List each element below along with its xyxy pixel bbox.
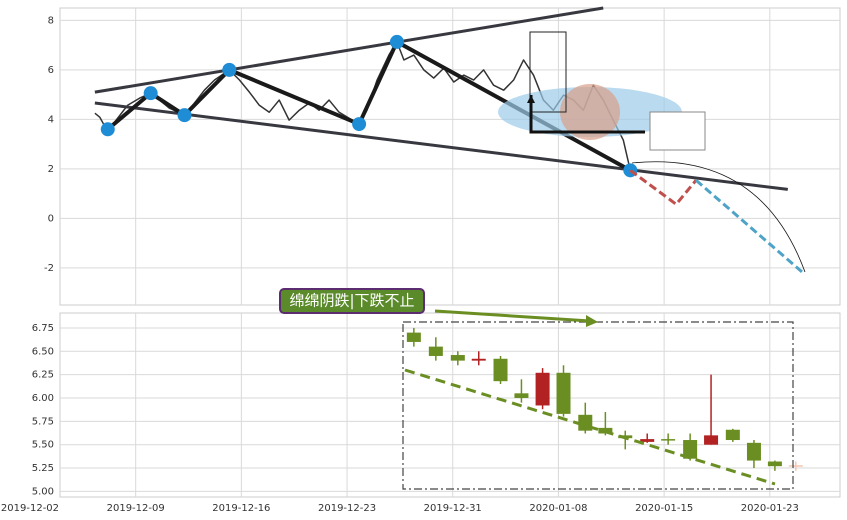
candle-body [704,435,719,445]
candle-body [493,358,508,382]
x-tick-label: 2019-12-16 [212,503,270,514]
candle-body [725,429,740,441]
y-tick-label: 8 [48,15,54,26]
candle-body [514,393,529,398]
zoom-box [529,31,567,113]
x-tick-label: 2020-01-08 [529,503,587,514]
candle-body [450,355,465,361]
series-line [94,101,788,191]
point [143,86,158,101]
annotation-arrow [434,309,591,323]
candle-body [746,442,761,461]
y-tick-label: 6.50 [32,346,54,357]
candle-body [767,461,782,467]
candle-body [428,346,443,356]
y-tick-label: 5.25 [32,463,54,474]
annotation-arrow-head [586,315,598,327]
y-tick-label: 5.00 [32,486,54,497]
x-tick-label: 2020-01-15 [635,503,693,514]
annotation: 绵绵阴跌|下跌不止 [289,292,414,310]
x-tick-label: 2019-12-09 [107,503,165,514]
y-tick-label: 6.25 [32,370,54,381]
x-tick-label: 2020-01-23 [741,503,799,514]
top-plot: -2 0 2 4 6 8 [44,6,840,305]
fan-arc [631,161,806,273]
trend-line [404,368,776,486]
x-tick-label: 2019-12-23 [318,503,376,514]
candle-body [788,465,803,467]
point [389,34,404,49]
pointer-line [529,95,645,134]
x-tick-label: 2019-12-02 [1,503,59,514]
point [100,122,115,137]
y-tick-label: 5.50 [32,440,54,451]
candle-body [406,332,421,342]
y-tick-label: 6.00 [32,393,54,404]
y-tick-label: 6 [48,65,54,76]
thumbnail-box [649,111,706,151]
series-line [629,169,698,206]
y-tick-label: 5.75 [32,416,54,427]
bottom-plot: 5.00 5.25 5.50 5.75 6.00 6.25 6.50 6.75 2019-12-… [1,313,840,514]
highlight-circle [560,84,620,140]
pointer-head [527,95,535,103]
point [177,108,192,123]
y-tick-label: 0 [48,213,54,224]
point [222,62,237,77]
point [352,117,367,132]
decorations: 绵绵阴跌|下跌不止 [279,31,806,490]
series-line [94,6,604,94]
candle-body [661,439,676,441]
candle-body [556,372,571,414]
candle-body [471,358,486,361]
y-tick-label: 2 [48,164,54,175]
top-panel [59,7,841,306]
y-tick-label: 6.75 [32,323,54,334]
bottom-panel [59,312,841,498]
candle-body [640,439,655,442]
y-tick-label: -2 [44,263,54,274]
y-tick-label: 4 [48,114,54,125]
x-tick-label: 2019-12-31 [424,503,482,514]
candle-body [535,372,550,406]
annotation-box [279,288,425,314]
candle-body [683,440,698,459]
